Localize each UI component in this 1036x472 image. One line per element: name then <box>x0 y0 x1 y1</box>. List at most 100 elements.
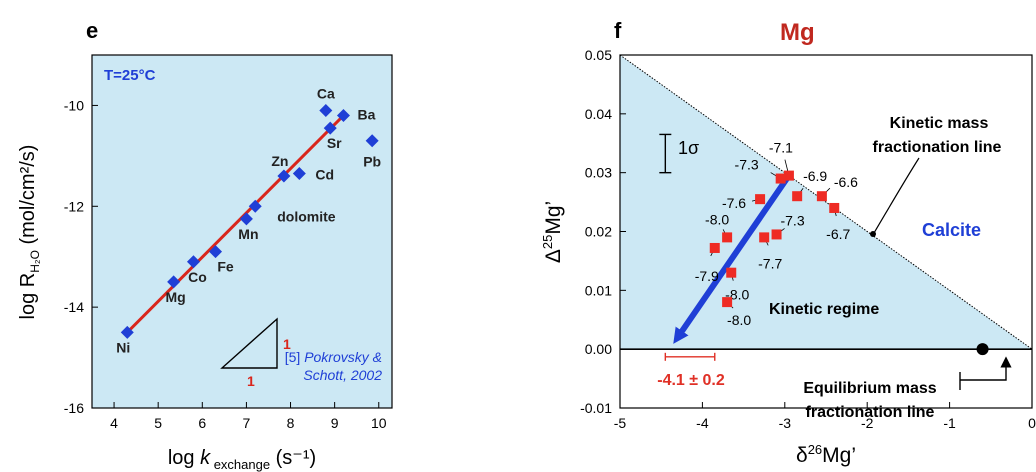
panel-e-y-tick-label: -14 <box>64 299 84 315</box>
panel-f-point-label: -7.6 <box>722 195 746 211</box>
panel-e-x-tick-label: 5 <box>154 415 162 431</box>
panel-f-kinetic-regime-label: Kinetic regime <box>769 301 879 318</box>
panel-f-point-label: -7.1 <box>769 140 793 156</box>
panel-e-point <box>239 212 253 226</box>
panel-e-point-label: dolomite <box>277 208 336 224</box>
panel-f-x-tick-label: -4 <box>696 415 709 431</box>
panel-f-point <box>829 202 840 213</box>
panel-f-x-tick-label: -5 <box>614 415 627 431</box>
panel-e-point-label: Fe <box>217 259 234 275</box>
panel-f-kinetic-line-label-2: fractionation line <box>873 139 1002 156</box>
panel-f-y-tick-label: 0.01 <box>585 282 612 298</box>
panel-f-sigma-label: 1σ <box>678 138 699 158</box>
panel-f-point-label: -6.7 <box>826 226 850 242</box>
panel-e-point <box>365 134 379 148</box>
panel-f-point <box>759 232 770 243</box>
panel-f-point <box>722 297 733 308</box>
panel-f-sigma-bar <box>659 133 672 174</box>
panel-e-point-label: Sr <box>327 135 342 151</box>
panel-f-point <box>771 229 782 240</box>
panel-f-y-tick-label: 0.02 <box>585 224 612 240</box>
panel-e-point-label: Mg <box>166 289 186 305</box>
panel-f-y-tick-label: 0.03 <box>585 165 612 181</box>
panel-f-x-tick-label: 0 <box>1028 415 1036 431</box>
panel-f-point-label: -8.0 <box>727 312 751 328</box>
panel-e-point <box>186 255 200 269</box>
panel-e-ylabel: log RH₂O (mol/cm²/s) <box>17 145 42 320</box>
panel-e-y-tick-label: -12 <box>64 198 84 214</box>
panel-f-calcite-label: Calcite <box>922 220 981 240</box>
panel-f-equilibrium-label-1: Equilibrium mass <box>803 380 936 397</box>
panel-f-point-label: -6.9 <box>803 168 827 184</box>
panel-f-point-label: -7.7 <box>758 255 782 271</box>
panel-f-kinetic-line <box>619 54 1033 350</box>
panel-f-point <box>775 173 786 184</box>
panel-f-title: Mg <box>780 19 815 46</box>
panel-e-point <box>120 325 134 339</box>
panel-f-point <box>755 194 766 205</box>
panel-e-point <box>248 199 262 213</box>
panel-e-point <box>323 121 337 135</box>
panel-f-equilibrium-bracket <box>960 356 1012 381</box>
panel-f-y-tick-label: -0.01 <box>580 400 612 416</box>
panel-f-point-label: -7.3 <box>735 157 759 173</box>
panel-f-slope-label: -4.1 ± 0.2 <box>657 372 725 389</box>
panel-e-x-tick-label: 10 <box>371 415 387 431</box>
panel-f-kinetic-line-label-1: Kinetic mass <box>890 115 989 132</box>
panel-e-fit-line <box>126 114 345 334</box>
panel-e-citation-line2: Schott, 2002 <box>303 367 382 383</box>
panel-e-point <box>292 167 306 181</box>
panel-e-x-tick-label: 9 <box>331 415 339 431</box>
panel-e-point-label: Pb <box>363 154 381 170</box>
panel-f: -5 -4 -3 -2 -1 0 -0.01 0.00 0.01 0.02 0.03 0.04 0.05… <box>540 18 1036 467</box>
panel-f-kinetic-leader-dot <box>870 231 876 237</box>
panel-f-point-label: -6.6 <box>834 174 858 190</box>
panel-e-point-label: Cd <box>315 167 334 183</box>
panel-f-ylabel: Δ25Mg’ <box>540 201 565 263</box>
panel-f-trend-arrow <box>673 173 792 344</box>
panel-f-point-label: -8.0 <box>705 211 729 227</box>
panel-e-point <box>277 169 291 183</box>
panel-e-point-label: Ni <box>116 339 130 355</box>
panel-f-x-tick-label: -2 <box>861 415 874 431</box>
panel-f-point-label: -7.3 <box>780 212 804 228</box>
panel-f-kinetic-leader <box>873 157 920 234</box>
panel-e-slope-label-vertical: 1 <box>283 336 291 352</box>
panel-e-y-tick-label: -16 <box>64 400 84 416</box>
panel-e-x-tick-label: 6 <box>198 415 206 431</box>
panel-e-slope-triangle <box>220 317 278 369</box>
panel-f-x-tick-label: -1 <box>943 415 956 431</box>
panel-e-point <box>209 245 223 259</box>
panel-f-y-tick-label: 0.05 <box>585 47 612 63</box>
panel-e-slope-label-horizontal: 1 <box>247 373 255 389</box>
panel-f-point <box>792 191 803 202</box>
panel-f-xlabel: δ26Mg’ <box>796 442 856 467</box>
panel-f-point <box>783 170 794 181</box>
panel-f-equilibrium-label-2: fractionation line <box>806 404 935 421</box>
panel-f-point <box>722 232 733 243</box>
panel-e-xlabel: log k exchange (s⁻¹) <box>168 447 316 472</box>
panel-e-x-tick-label: 8 <box>287 415 295 431</box>
panel-e-citation-line1: [5] Pokrovsky & <box>285 349 382 365</box>
panel-f-point-label: -7.9 <box>695 268 719 284</box>
panel-e-point-label: Mn <box>238 226 258 242</box>
panel-e-point-label: Ba <box>357 107 375 123</box>
panel-e-point-label: Zn <box>271 153 288 169</box>
panel-e-point-label: Ca <box>317 85 335 101</box>
panel-e-temperature: T=25°C <box>104 67 156 84</box>
panel-e-y-tick-label: -10 <box>64 97 84 113</box>
panel-f-x-tick-label: -3 <box>779 415 792 431</box>
panel-e-point <box>336 109 350 123</box>
panel-e-x-tick-label: 4 <box>110 415 118 431</box>
panel-f-slope-error-bar <box>664 352 716 361</box>
panel-e-point <box>319 103 333 117</box>
panel-e-label: e <box>86 18 98 43</box>
panel-e-point-label: Co <box>188 269 207 285</box>
panel-f-y-tick-label: 0.04 <box>585 106 612 122</box>
panel-e-point <box>167 275 181 289</box>
panel-f-point <box>816 191 827 202</box>
panel-f-y-tick-label: 0.00 <box>585 341 612 357</box>
panel-f-point <box>726 267 737 278</box>
